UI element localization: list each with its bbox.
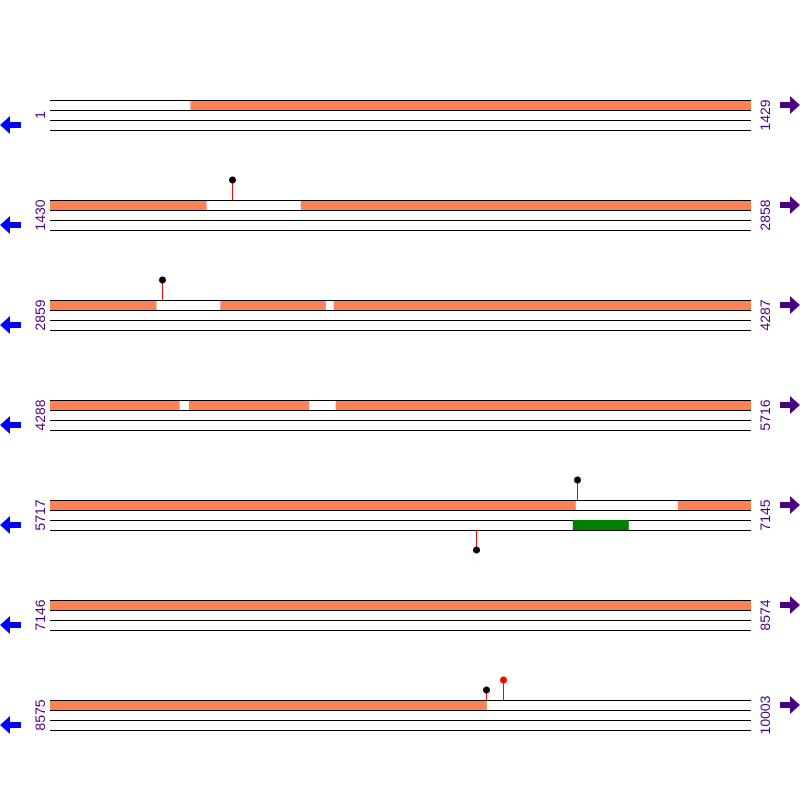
sequence-row: 5717 7145	[0, 476, 800, 554]
green-annotation-box	[572, 520, 629, 530]
forward-feature-segment	[50, 700, 487, 710]
forward-feature-segment	[50, 200, 207, 210]
arrow-left-icon[interactable]	[0, 716, 21, 734]
arrow-left-icon[interactable]	[0, 316, 21, 334]
forward-feature-segment	[188, 400, 310, 410]
forward-feature-segment	[335, 400, 751, 410]
row-start-label: 1	[32, 111, 48, 119]
row-end-label: 8574	[757, 599, 773, 630]
forward-feature-segment	[220, 300, 326, 310]
arrow-left-icon[interactable]	[0, 116, 21, 134]
row-end-label: 4287	[757, 299, 773, 330]
row-end-label: 2858	[757, 199, 773, 230]
arrow-left-icon[interactable]	[0, 516, 21, 534]
row-start-label: 4288	[32, 399, 48, 430]
arrow-left-icon[interactable]	[0, 616, 21, 634]
arrow-right-icon[interactable]	[780, 296, 800, 314]
arrow-left-icon[interactable]	[0, 416, 21, 434]
black-marker-dot[interactable]	[574, 476, 581, 484]
forward-feature-segment	[300, 200, 751, 210]
forward-feature-segment	[333, 300, 751, 310]
row-end-label: 10003	[757, 695, 773, 734]
forward-feature-segment	[50, 500, 576, 510]
forward-feature-segment	[50, 300, 157, 310]
row-end-label: 1429	[757, 99, 773, 130]
black-marker-dot[interactable]	[229, 176, 236, 184]
sequence-row: 2859 4287	[0, 276, 800, 334]
black-marker-dot[interactable]	[159, 276, 166, 284]
forward-feature-segment	[677, 500, 751, 510]
arrow-right-icon[interactable]	[780, 196, 800, 214]
forward-feature-segment	[50, 600, 751, 610]
sequence-row: 7146 8574	[0, 596, 800, 634]
row-end-label: 7145	[757, 499, 773, 530]
arrow-right-icon[interactable]	[780, 396, 800, 414]
row-end-label: 5716	[757, 399, 773, 430]
black-marker-dot[interactable]	[483, 686, 490, 694]
arrow-left-icon[interactable]	[0, 216, 21, 234]
forward-feature-segment	[50, 400, 180, 410]
row-start-label: 1430	[32, 199, 48, 230]
arrow-right-icon[interactable]	[780, 596, 800, 614]
forward-feature-segment	[190, 100, 751, 110]
arrow-right-icon[interactable]	[780, 496, 800, 514]
red-marker-dot[interactable]	[500, 676, 507, 684]
row-start-label: 7146	[32, 599, 48, 630]
black-marker-dot[interactable]	[473, 546, 480, 554]
row-start-label: 2859	[32, 299, 48, 330]
row-start-label: 5717	[32, 499, 48, 530]
arrow-right-icon[interactable]	[780, 696, 800, 714]
sequence-row: 1 1429	[0, 96, 800, 134]
arrow-right-icon[interactable]	[780, 96, 800, 114]
row-start-label: 8575	[32, 699, 48, 730]
sequence-row: 8575 10003	[0, 676, 800, 734]
sequence-row: 1430 2858	[0, 176, 800, 234]
sequence-row: 4288 5716	[0, 396, 800, 434]
